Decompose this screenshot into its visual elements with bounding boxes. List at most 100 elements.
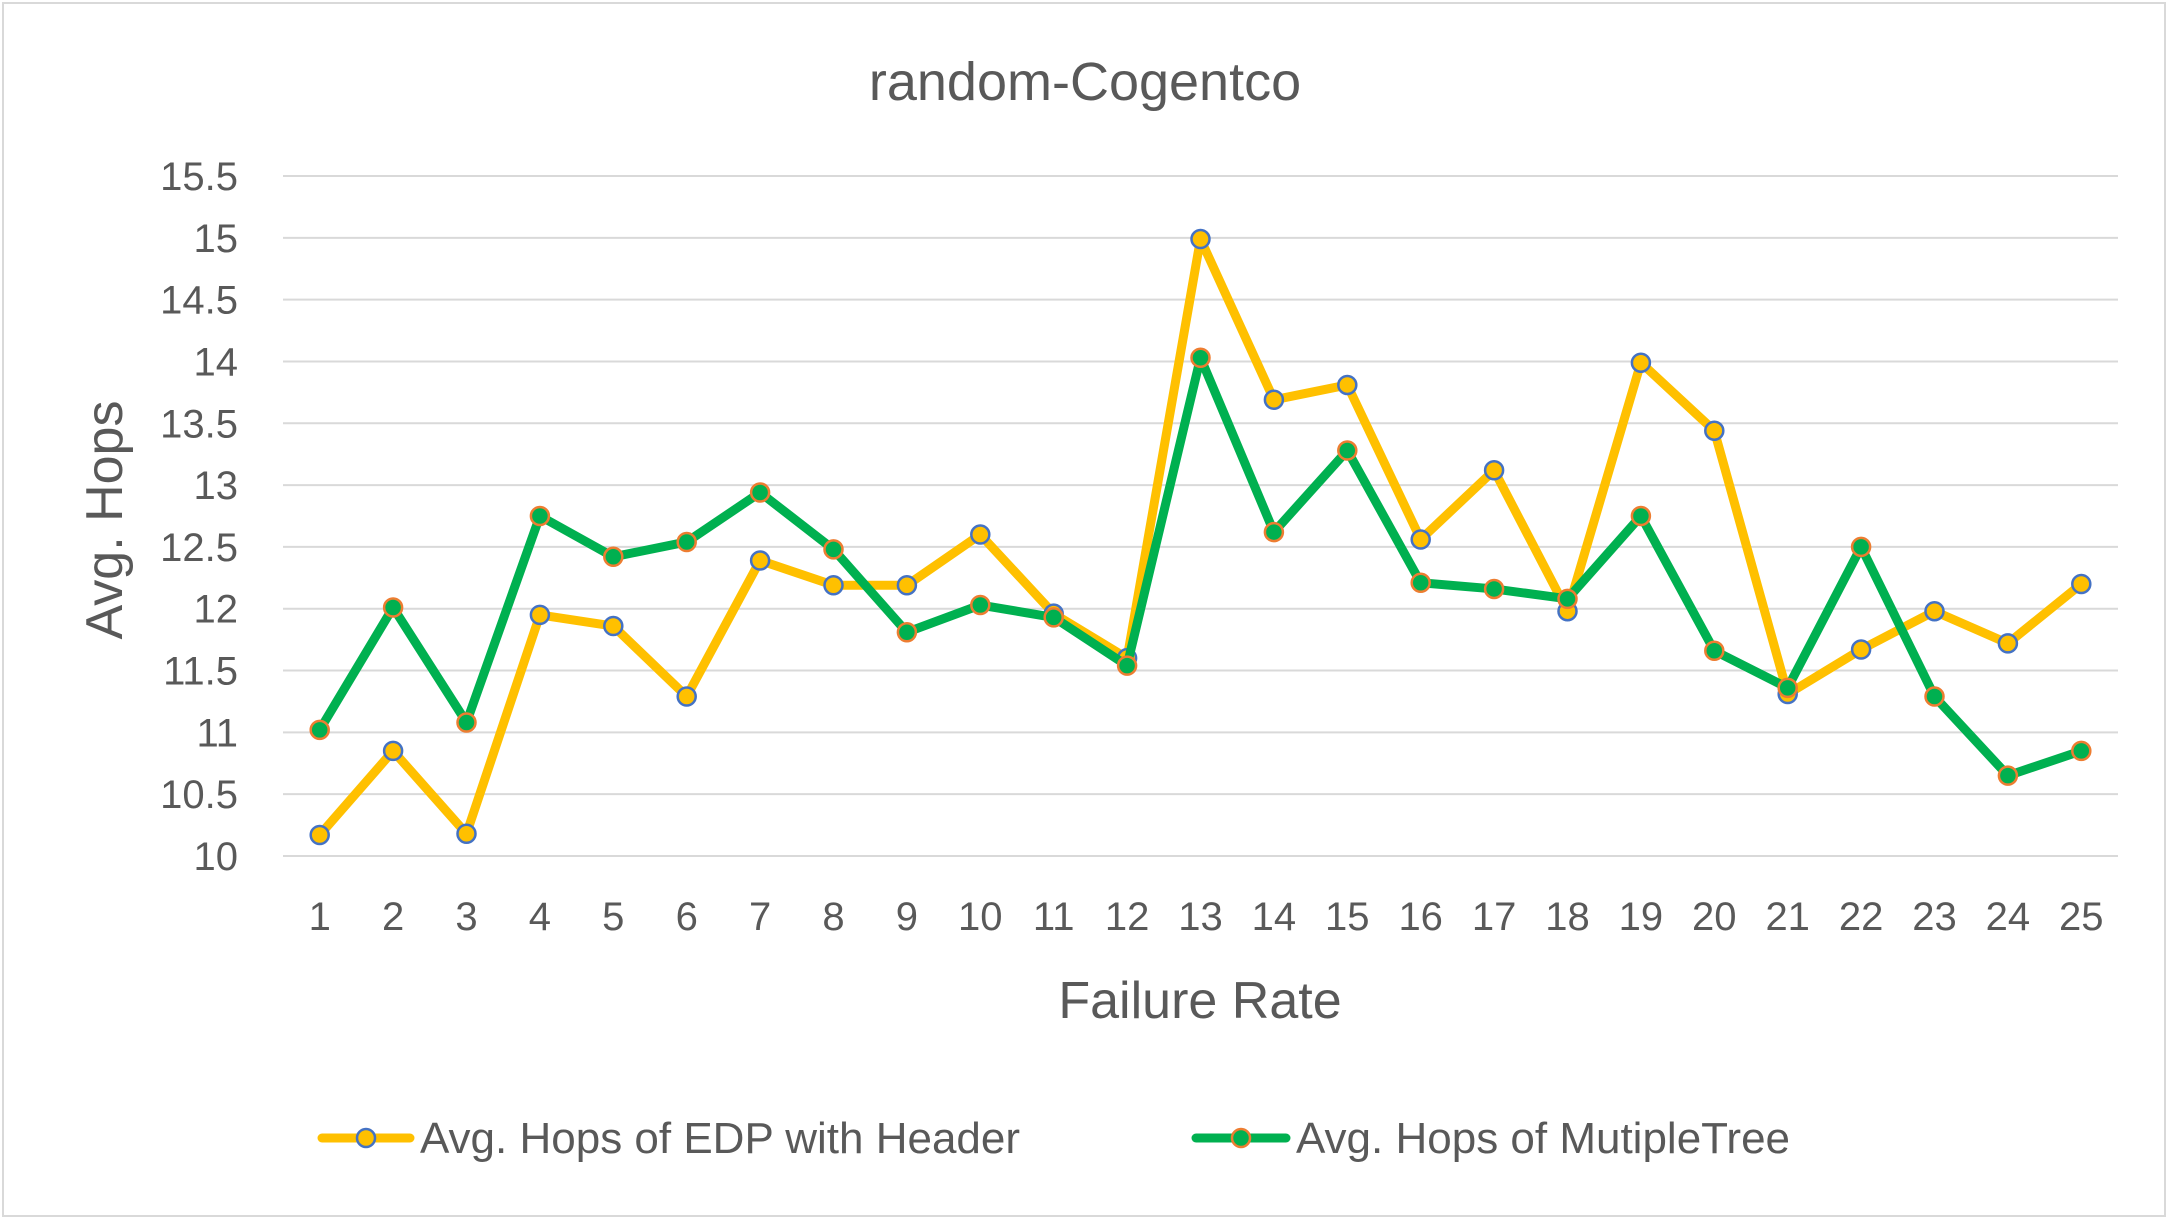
y-tick-label-7: 13.5 [160, 402, 238, 446]
series-1-point-25 [2071, 573, 2092, 595]
series-1-point-20 [1704, 420, 1725, 441]
legend-label-2: Avg. Hops of MutipleTree [1296, 1114, 1790, 1163]
x-tick-label-20: 20 [1692, 895, 1737, 939]
series-1-point-19 [1630, 352, 1652, 373]
series-2-point-17 [1483, 578, 1505, 600]
x-tick-label-4: 4 [529, 895, 551, 939]
series-2-point-21 [1777, 677, 1798, 699]
series-1-point-24 [1997, 633, 2019, 654]
series-2-point-5 [603, 546, 624, 568]
series-1-point-17 [1483, 460, 1505, 481]
legend-item-2: Avg. Hops of MutipleTree [1191, 1114, 1790, 1163]
series-1-point-6 [676, 686, 697, 707]
y-tick-label-5: 12.5 [160, 526, 238, 570]
series-2-point-9 [896, 621, 918, 643]
series-2-point-24 [1997, 765, 2019, 786]
y-axis-ticks: 10 10.5 11 11.5 12 12.5 13 13.5 14 14.5 15 15.5 [160, 155, 238, 879]
x-tick-label-23: 23 [1912, 895, 1957, 939]
y-tick-label-11: 15.5 [160, 155, 238, 199]
series-2-point-23 [1924, 686, 1945, 707]
y-tick-label-10: 15 [194, 217, 239, 261]
legend-marker-2 [1230, 1127, 1252, 1149]
series-2-point-14 [1263, 521, 1285, 543]
series-1-point-16 [1410, 529, 1431, 550]
y-axis-title: Avg. Hops [76, 401, 134, 640]
x-tick-label-21: 21 [1765, 895, 1810, 939]
x-tick-label-19: 19 [1619, 895, 1664, 939]
x-axis-ticks: 1 2 3 4 5 6 7 8 9 10 11 12 13 14 15 16 17 18 19 20 21 22 23 24 2… [309, 895, 2104, 939]
x-axis-title: Failure Rate [1058, 972, 1341, 1030]
series-2-point-11 [1043, 607, 1064, 628]
series-1-point-3 [456, 823, 477, 844]
x-tick-label-11: 11 [1033, 895, 1075, 939]
legend-label-1: Avg. Hops of EDP with Header [420, 1114, 1020, 1163]
y-tick-label-9: 14.5 [160, 279, 238, 323]
y-tick-label-2: 11 [196, 711, 238, 755]
x-tick-label-16: 16 [1398, 895, 1443, 939]
series-1-point-22 [1850, 639, 1872, 660]
y-tick-label-1: 10.5 [160, 773, 238, 817]
series-1-point-5 [603, 615, 624, 637]
series-1-point-10 [970, 524, 991, 545]
x-tick-label-17: 17 [1472, 895, 1517, 939]
x-tick-label-12: 12 [1105, 895, 1150, 939]
series-layer [309, 228, 2092, 846]
series-2-point-18 [1557, 588, 1578, 610]
x-tick-label-15: 15 [1325, 895, 1370, 939]
series-2-point-4 [529, 505, 551, 527]
series-1-point-23 [1924, 600, 1945, 622]
y-tick-label-4: 12 [194, 588, 239, 632]
series-1-point-14 [1263, 389, 1285, 411]
x-tick-label-13: 13 [1178, 895, 1223, 939]
series-2-point-20 [1704, 640, 1725, 662]
x-tick-label-7: 7 [749, 895, 771, 939]
series-1-point-9 [896, 574, 918, 596]
series-2-point-7 [749, 482, 771, 503]
x-tick-label-3: 3 [455, 895, 477, 939]
x-tick-label-24: 24 [1986, 895, 2031, 939]
x-tick-label-10: 10 [958, 895, 1003, 939]
x-tick-label-8: 8 [822, 895, 844, 939]
legend-item-1: Avg. Hops of EDP with Header [317, 1114, 1020, 1163]
series-2-point-13 [1190, 347, 1211, 368]
grid-lines [283, 175, 2118, 857]
legend-marker-1 [355, 1127, 377, 1149]
series-2-line [315, 353, 2086, 781]
x-tick-label-14: 14 [1252, 895, 1297, 939]
series-2-point-3 [456, 712, 477, 733]
series-2-point-22 [1850, 536, 1872, 558]
chart-title: random-Cogentco [869, 52, 1301, 112]
series-2-point-12 [1116, 655, 1138, 676]
series-2-point-1 [309, 719, 330, 741]
series-1-point-13 [1190, 228, 1211, 250]
y-tick-label-8: 14 [194, 340, 239, 384]
series-2-point-19 [1630, 505, 1652, 527]
x-tick-label-6: 6 [676, 895, 698, 939]
x-tick-label-5: 5 [602, 895, 624, 939]
series-2-point-16 [1410, 572, 1431, 594]
series-2-point-10 [970, 594, 991, 616]
series-1-point-7 [749, 550, 771, 571]
x-tick-label-1: 1 [309, 895, 331, 939]
series-1-point-1 [309, 824, 330, 846]
series-2-point-6 [676, 531, 697, 553]
series-1-point-8 [823, 574, 844, 596]
x-tick-label-25: 25 [2059, 895, 2104, 939]
series-2-point-8 [823, 539, 844, 560]
y-tick-label-0: 10 [194, 835, 239, 879]
x-tick-label-9: 9 [896, 895, 918, 939]
x-tick-label-22: 22 [1839, 895, 1884, 939]
series-2-point-2 [382, 597, 404, 618]
series-2 [309, 347, 2092, 786]
series-1-point-15 [1337, 374, 1358, 396]
y-tick-label-3: 11.5 [163, 650, 238, 694]
y-tick-label-6: 13 [194, 464, 239, 508]
legend: Avg. Hops of EDP with Header Avg. Hops of… [317, 1114, 1790, 1163]
series-2-point-15 [1337, 440, 1358, 461]
series-2-point-25 [2071, 740, 2092, 762]
x-tick-label-2: 2 [382, 895, 404, 939]
series-1-point-2 [382, 740, 404, 762]
series-1-point-4 [529, 604, 551, 626]
x-tick-label-18: 18 [1545, 895, 1590, 939]
